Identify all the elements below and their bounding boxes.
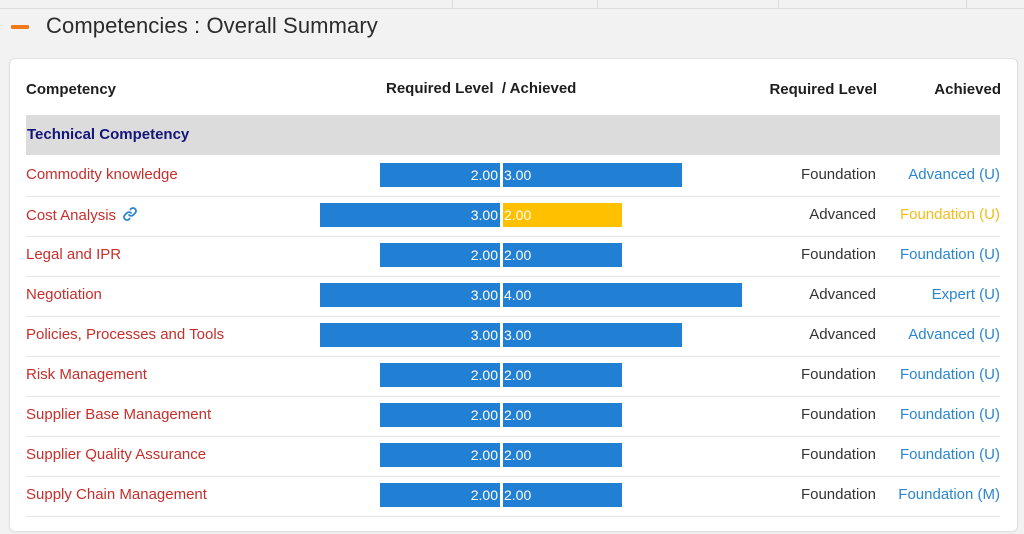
table-row: Legal and IPR 2.00 2.00 Foundation Foundatio…: [26, 236, 1000, 277]
achieved-bar: 2.00: [503, 403, 622, 427]
achieved-level-link[interactable]: Foundation (M): [898, 486, 1000, 503]
achieved-bar: 2.00: [503, 203, 622, 227]
required-level: Foundation: [800, 406, 876, 423]
table-row: Supplier Quality Assurance 2.00 2.00 Founda…: [26, 436, 1000, 477]
table-row: Negotiation 3.00 4.00 Advanced Expert (U): [26, 276, 1000, 317]
competency-name[interactable]: Risk Management: [26, 366, 147, 383]
achieved-level-link[interactable]: Advanced (U): [908, 326, 1000, 343]
table-row: Policies, Processes and Tools 3.00 3.00 Adv…: [26, 316, 1000, 357]
tab-divider: [597, 0, 598, 8]
competency-name[interactable]: Legal and IPR: [26, 246, 122, 263]
required-level: Advanced: [809, 286, 876, 303]
achieved-level-link[interactable]: Advanced (U): [908, 166, 1000, 183]
top-tab-strip: [0, 0, 1024, 9]
achieved-bar: 4.00: [503, 283, 742, 307]
group-label: Technical Competency: [27, 126, 190, 143]
tab-divider: [778, 0, 779, 8]
section-title: Competencies : Overall Summary: [46, 13, 378, 38]
competency-name[interactable]: Supplier Base Management: [26, 406, 212, 423]
required-level: Advanced: [809, 326, 876, 343]
required-level: Foundation: [800, 246, 876, 263]
header-competency: Competency: [26, 81, 117, 98]
achieved-bar: 3.00: [503, 323, 682, 347]
competency-name[interactable]: Supply Chain Management: [26, 486, 207, 503]
competency-name[interactable]: Policies, Processes and Tools: [26, 326, 225, 343]
table-row: Commodity knowledge 2.00 3.00 Foundation Adv…: [26, 156, 1000, 197]
achieved-bar: 2.00: [503, 243, 622, 267]
table-row: Risk Management 2.00 2.00 Foundation Foundat…: [26, 356, 1000, 397]
required-level: Foundation: [800, 166, 876, 183]
link-icon[interactable]: [122, 206, 138, 226]
section-header: Competencies : Overall Summary: [0, 8, 1024, 48]
required-bar: 3.00: [320, 323, 500, 347]
minus-icon[interactable]: [11, 25, 29, 29]
required-level: Foundation: [800, 486, 876, 503]
required-bar: 3.00: [320, 203, 500, 227]
required-bar: 2.00: [380, 483, 500, 507]
required-bar: 3.00: [320, 283, 500, 307]
achieved-bar: 3.00: [503, 163, 682, 187]
achieved-level-link[interactable]: Foundation (U): [899, 366, 1000, 383]
achieved-level-link[interactable]: Foundation (U): [899, 406, 1000, 423]
header-required-level: Required Level: [769, 81, 877, 98]
required-level: Advanced: [809, 206, 876, 223]
achieved-bar: 2.00: [503, 483, 622, 507]
tab-divider: [452, 0, 453, 8]
tab-divider: [966, 0, 967, 8]
achieved-level-link[interactable]: Foundation (U): [899, 246, 1000, 263]
competency-name[interactable]: Supplier Quality Assurance: [26, 446, 207, 463]
competency-name[interactable]: Commodity knowledge: [26, 166, 178, 183]
achieved-bar: 2.00: [503, 443, 622, 467]
required-level: Foundation: [800, 366, 876, 383]
required-bar: 2.00: [380, 163, 500, 187]
table-row: Cost Analysis 3.00 2.00 Advanced Foundation …: [26, 196, 1000, 237]
achieved-level-link[interactable]: Expert (U): [931, 286, 1000, 303]
required-bar: 2.00: [380, 443, 500, 467]
competency-name[interactable]: Cost Analysis: [26, 206, 138, 226]
competency-summary-card: Competency Required Level / Achieved Req…: [9, 58, 1018, 532]
achieved-bar: 2.00: [503, 363, 622, 387]
header-required-achieved: Required Level / Achieved: [386, 80, 577, 97]
header-achieved: Achieved: [934, 81, 1001, 98]
required-level: Foundation: [800, 446, 876, 463]
table-row: Supplier Base Management 2.00 2.00 Foundati…: [26, 396, 1000, 437]
achieved-level-link[interactable]: Foundation (U): [899, 446, 1000, 463]
table-row: Supply Chain Management 2.00 2.00 Foundatio…: [26, 476, 1000, 517]
competency-name[interactable]: Negotiation: [26, 286, 102, 303]
achieved-level-link[interactable]: Foundation (U): [899, 206, 1000, 223]
required-bar: 2.00: [380, 363, 500, 387]
group-row-technical: Technical Competency: [26, 115, 1000, 155]
required-bar: 2.00: [380, 243, 500, 267]
required-bar: 2.00: [380, 403, 500, 427]
